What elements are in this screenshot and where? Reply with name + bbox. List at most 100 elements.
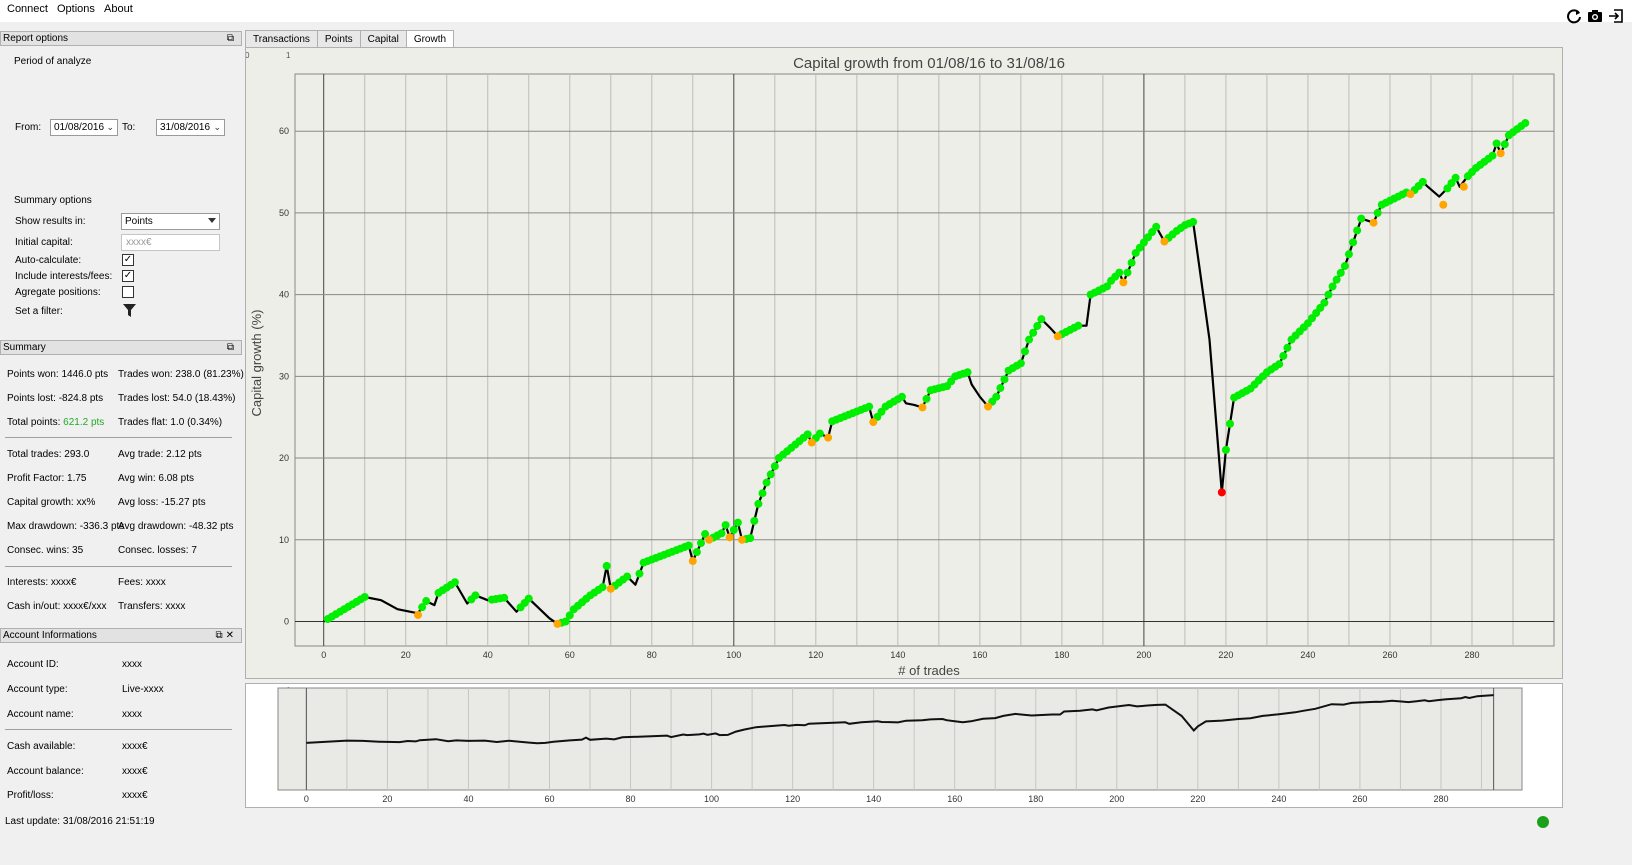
y-tick-label: 0	[284, 616, 289, 626]
x-tick-label: 20	[401, 650, 411, 660]
x-tick-label: 200	[1136, 650, 1151, 660]
filter-icon[interactable]	[123, 304, 136, 317]
loss-point	[705, 535, 714, 544]
avg-loss: Avg loss: -15.27 pts	[118, 497, 206, 508]
summary-title: Summary ⧉	[0, 340, 242, 355]
float-icon[interactable]: ⧉	[226, 342, 237, 353]
avg-win: Avg win: 6.08 pts	[118, 473, 194, 484]
show-results-select[interactable]: Points	[121, 213, 220, 230]
overview-x-tick-label: 140	[866, 794, 881, 804]
win-point	[692, 548, 701, 557]
loss-point	[1459, 182, 1468, 191]
aggregate-checkbox[interactable]	[122, 286, 134, 298]
avg-trade: Avg trade: 2.12 pts	[118, 449, 202, 460]
loss-point	[1053, 332, 1062, 341]
win-point	[1221, 445, 1230, 454]
account-id-value: xxxx	[122, 659, 142, 670]
consec-losses: Consec. losses: 7	[118, 545, 197, 556]
profit-loss-value: xxxx€	[122, 790, 148, 801]
win-point	[1127, 258, 1136, 267]
x-tick-label: 140	[890, 650, 905, 660]
to-date-picker[interactable]: 31/08/2016 ⌄	[156, 119, 225, 136]
win-point	[750, 516, 759, 525]
overview-x-tick-label: 160	[947, 794, 962, 804]
win-point	[1521, 119, 1530, 128]
y-tick-label: 50	[279, 208, 289, 218]
win-point	[1340, 262, 1349, 271]
points-won: Points won: 1446.0 pts	[7, 369, 109, 380]
initial-capital-input[interactable]: xxxx€	[121, 234, 220, 251]
x-axis-label: # of trades	[898, 663, 960, 678]
loss-point	[807, 438, 816, 447]
from-date-picker[interactable]: 01/08/2016 ⌄	[50, 119, 118, 136]
loss-point	[1406, 190, 1415, 199]
exit-icon[interactable]	[1608, 8, 1624, 24]
total-trades: Total trades: 293.0	[7, 449, 90, 460]
cash-available-value: xxxx€	[122, 741, 148, 752]
win-point	[561, 617, 570, 626]
overview-chart[interactable]: 1 02040608010012014016018020022024026028…	[245, 683, 1563, 808]
win-point	[1357, 214, 1366, 223]
loss-point	[553, 619, 562, 628]
x-tick-label: 260	[1382, 650, 1397, 660]
win-point	[602, 561, 611, 570]
camera-icon[interactable]	[1587, 8, 1603, 24]
chevron-down-icon: ⌄	[106, 122, 114, 132]
overview-x-tick-label: 260	[1352, 794, 1367, 804]
trades-lost: Trades lost: 54.0 (18.43%)	[118, 393, 236, 404]
corner-label-0: 0	[246, 51, 250, 60]
menu-connect[interactable]: Connect	[7, 3, 48, 15]
tab-growth[interactable]: Growth	[405, 30, 455, 49]
win-point	[1033, 321, 1042, 330]
win-point	[1488, 151, 1497, 160]
loss-point	[606, 584, 615, 593]
float-icon[interactable]: ⧉	[226, 33, 237, 44]
win-point	[762, 478, 771, 487]
capital-growth: Capital growth: xx%	[7, 497, 96, 508]
win-point	[1418, 177, 1427, 186]
tab-capital[interactable]: Capital	[359, 30, 407, 48]
chart-title: Capital growth from 01/08/16 to 31/08/16	[793, 55, 1065, 72]
win-point	[696, 539, 705, 548]
menubar: Connect Options About	[0, 0, 1632, 24]
tab-points[interactable]: Points	[316, 30, 361, 48]
win-point	[1074, 321, 1083, 330]
account-name-label: Account name:	[7, 709, 74, 720]
overview-line	[306, 694, 1494, 745]
win-point	[1016, 359, 1025, 368]
loss-point	[738, 535, 747, 544]
refresh-icon[interactable]	[1566, 8, 1582, 24]
x-tick-label: 40	[483, 650, 493, 660]
overview-x-tick-label: 120	[785, 794, 800, 804]
win-point	[701, 530, 710, 539]
include-interests-checkbox[interactable]: ✓	[122, 270, 134, 282]
initial-capital-label: Initial capital:	[15, 237, 73, 248]
chart-background	[246, 48, 1562, 678]
max-drawdown: Max drawdown: -336.3 pts	[7, 521, 125, 532]
corner-label-1: 1	[286, 51, 291, 60]
x-tick-label: 80	[647, 650, 657, 660]
chevron-down-icon: ⌄	[213, 122, 221, 132]
growth-chart[interactable]: Capital growth from 01/08/16 to 31/08/16…	[245, 47, 1563, 679]
summary-title-text: Summary	[3, 342, 46, 353]
profit-factor: Profit Factor: 1.75	[7, 473, 87, 484]
menu-options[interactable]: Options	[57, 3, 95, 15]
auto-calculate-checkbox[interactable]: ✓	[122, 254, 134, 266]
menu-about[interactable]: About	[104, 3, 133, 15]
interests: Interests: xxxx€	[7, 577, 77, 588]
win-point	[1283, 343, 1292, 352]
float-close-icon[interactable]: ⧉✕	[215, 630, 237, 641]
connection-status-indicator	[1537, 816, 1549, 828]
separator	[5, 566, 232, 567]
tab-transactions[interactable]: Transactions	[245, 30, 318, 48]
x-tick-label: 60	[565, 650, 575, 660]
win-point	[1349, 238, 1358, 247]
loss-point	[824, 433, 833, 442]
win-point	[1025, 335, 1034, 344]
win-point	[1037, 315, 1046, 324]
win-point	[635, 569, 644, 578]
win-point	[1324, 290, 1333, 299]
include-interests-label: Include interests/fees:	[15, 271, 113, 282]
win-point	[360, 592, 369, 601]
win-point	[422, 597, 431, 606]
